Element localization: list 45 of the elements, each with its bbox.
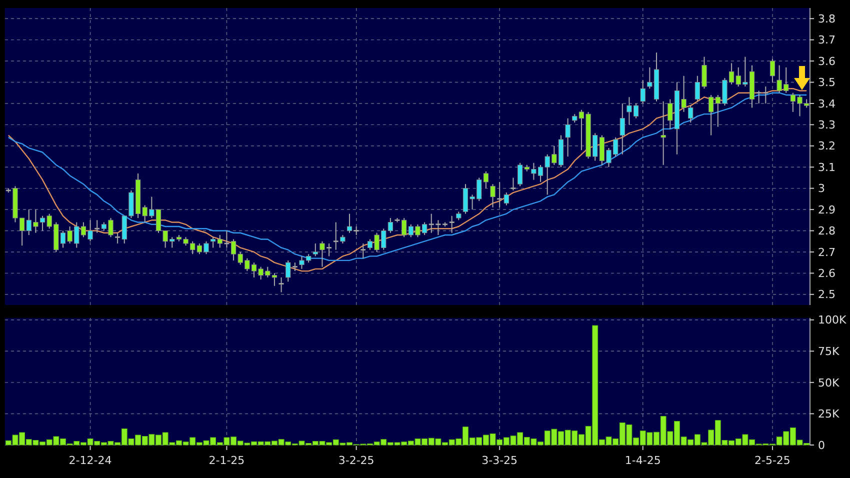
candlestick [660, 100, 666, 166]
candlestick [490, 184, 496, 208]
x-tick-label: 2-1-25 [208, 454, 245, 467]
candlestick [278, 276, 284, 293]
y-tick-label: 100K [818, 314, 847, 327]
candlestick [565, 118, 570, 157]
y-tick-label: 3.6 [818, 54, 836, 68]
candlestick [497, 181, 502, 208]
y-tick-label: 3 [818, 182, 825, 196]
y-tick-label: 3.1 [818, 160, 836, 174]
y-tick-label: 2.8 [818, 224, 836, 238]
y-tick-label: 25K [818, 408, 840, 421]
y-tick-label: 50K [818, 376, 840, 390]
x-tick-label: 2-12-24 [68, 454, 112, 467]
y-tick-label: 2.9 [818, 203, 836, 216]
candlestick [388, 218, 393, 234]
candlestick [504, 192, 509, 206]
candlestick [708, 94, 714, 136]
y-tick-label: 3.2 [818, 140, 836, 153]
x-tick-label: 2-5-25 [754, 454, 790, 467]
y-tick-label: 3.3 [818, 118, 836, 132]
candlestick [312, 242, 318, 257]
candlestick [115, 232, 120, 244]
x-tick-label: 3-2-25 [338, 454, 374, 467]
candlestick [620, 102, 625, 155]
candlestick [770, 58, 776, 83]
candlestick [360, 242, 366, 259]
candlestick [286, 260, 291, 282]
y-tick-label: 2.5 [818, 288, 836, 302]
y-tick-label: 3.8 [818, 12, 836, 26]
candlestick [449, 215, 454, 234]
y-tick-label: 2.6 [818, 267, 836, 280]
y-tick-label: 3.5 [818, 76, 836, 90]
candlestick [640, 80, 646, 104]
candlestick [510, 177, 516, 191]
y-tick-label: 2.7 [818, 246, 836, 259]
y-tick-label: 0 [818, 438, 825, 452]
candlestick [518, 162, 523, 187]
y-tick-label: 3.7 [818, 34, 836, 47]
x-tick-label: 3-3-25 [482, 454, 518, 467]
y-tick-label: 75K [818, 345, 840, 358]
candlestick [94, 220, 100, 234]
y-tick-label: 3.4 [818, 97, 836, 110]
candlestick [210, 236, 216, 248]
x-tick-label: 1-4-25 [624, 454, 661, 467]
